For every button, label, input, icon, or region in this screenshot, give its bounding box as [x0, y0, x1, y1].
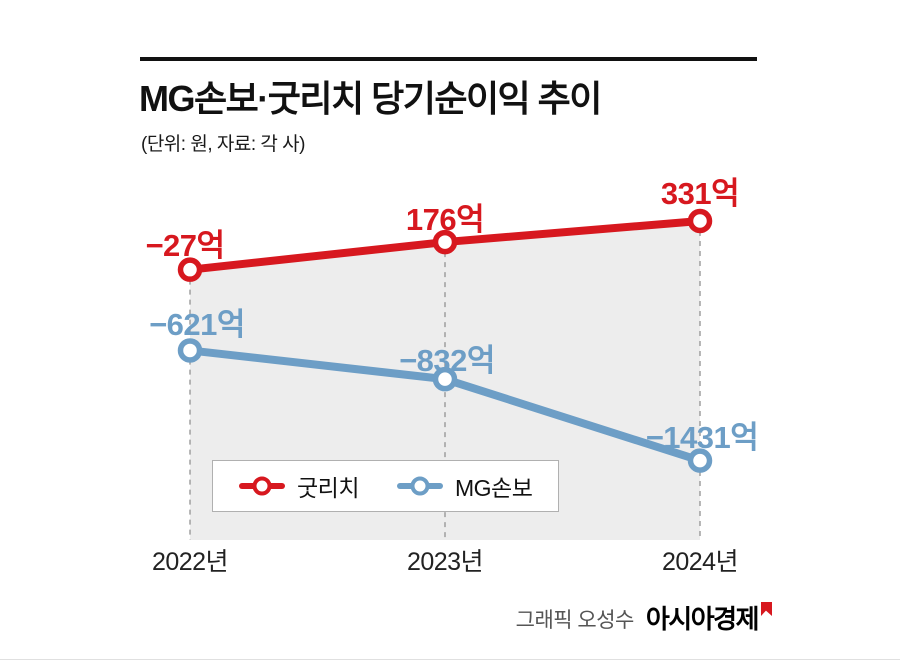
brand-logo-text: 아시아경제	[645, 604, 760, 634]
point-label-goodrich-2024: 331억	[660, 176, 740, 211]
x-axis-label-2023: 2023년	[406, 548, 484, 576]
top-rule	[140, 57, 757, 61]
brand-logo: 아시아경제	[645, 602, 772, 634]
point-label-mgsonbo-2023: −832억	[399, 343, 495, 378]
chart-title: MG손보·굿리치 당기순이익 추이	[139, 78, 602, 119]
credit-text: 그래픽 오성수	[515, 609, 635, 633]
brand-flag-icon	[761, 602, 772, 616]
footer-credit: 그래픽 오성수 아시아경제	[515, 602, 772, 634]
legend-item-mgsonbo: MG손보	[396, 469, 533, 503]
legend: 굿리치 MG손보	[212, 460, 560, 512]
goodrich-line-marker-icon	[239, 476, 285, 496]
legend-label-mgsonbo: MG손보	[454, 475, 533, 501]
x-axis-label-2022: 2022년	[151, 548, 229, 576]
chart-subtitle: (단위: 원, 자료: 각 사)	[141, 134, 305, 155]
point-label-mgsonbo-2022: −621억	[149, 307, 245, 342]
legend-label-goodrich: 굿리치	[297, 475, 359, 501]
point-label-mgsonbo-2024: −1431억	[645, 420, 759, 455]
mgsonbo-point-marker-icon	[410, 476, 430, 496]
bottom-divider	[0, 659, 900, 660]
mgsonbo-line-marker-icon	[396, 476, 443, 496]
legend-item-goodrich: 굿리치	[239, 469, 359, 503]
goodrich-point-marker-icon	[252, 476, 272, 496]
x-axis-label-2024: 2024년	[661, 548, 739, 576]
point-label-goodrich-2023: 176억	[405, 202, 485, 237]
point-label-goodrich-2022: −27억	[145, 228, 225, 263]
